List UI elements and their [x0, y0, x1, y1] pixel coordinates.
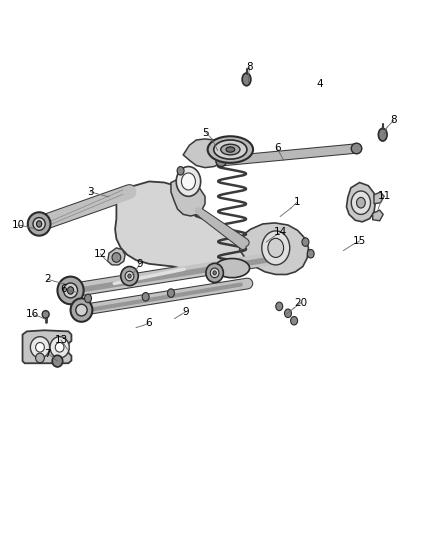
Polygon shape	[183, 139, 223, 167]
Ellipse shape	[50, 337, 69, 358]
Text: 11: 11	[378, 191, 391, 201]
Ellipse shape	[242, 73, 251, 86]
Ellipse shape	[214, 140, 247, 159]
Ellipse shape	[181, 173, 195, 190]
Polygon shape	[115, 181, 244, 273]
Ellipse shape	[226, 147, 235, 152]
Ellipse shape	[206, 263, 223, 282]
Polygon shape	[374, 192, 384, 204]
Ellipse shape	[290, 317, 297, 325]
Ellipse shape	[125, 271, 134, 281]
Ellipse shape	[28, 212, 50, 236]
Ellipse shape	[36, 221, 42, 227]
Ellipse shape	[210, 268, 219, 278]
Ellipse shape	[42, 311, 49, 318]
Text: 9: 9	[183, 306, 189, 317]
Text: 3: 3	[87, 187, 93, 197]
Text: 14: 14	[273, 228, 287, 238]
Text: 9: 9	[136, 259, 143, 269]
Text: 16: 16	[26, 309, 39, 319]
Ellipse shape	[167, 289, 174, 297]
Ellipse shape	[268, 238, 284, 257]
Ellipse shape	[221, 144, 240, 155]
Text: 10: 10	[11, 220, 25, 230]
Ellipse shape	[177, 166, 184, 175]
Text: 15: 15	[353, 236, 366, 246]
Text: 6: 6	[145, 318, 152, 328]
Ellipse shape	[307, 249, 314, 258]
Ellipse shape	[33, 217, 45, 230]
Text: 7: 7	[45, 349, 51, 359]
Ellipse shape	[213, 271, 216, 275]
Text: 8: 8	[390, 115, 397, 125]
Polygon shape	[239, 223, 308, 274]
Ellipse shape	[357, 197, 365, 208]
Ellipse shape	[351, 191, 371, 214]
Ellipse shape	[208, 136, 253, 163]
Text: 8: 8	[246, 62, 253, 72]
Ellipse shape	[176, 166, 201, 196]
Text: 4: 4	[316, 79, 323, 89]
Polygon shape	[346, 182, 375, 222]
Ellipse shape	[35, 343, 44, 352]
Polygon shape	[171, 179, 205, 216]
Text: 5: 5	[203, 127, 209, 138]
Ellipse shape	[67, 287, 74, 294]
Ellipse shape	[378, 128, 387, 141]
Ellipse shape	[71, 298, 92, 322]
Ellipse shape	[85, 294, 92, 303]
Ellipse shape	[262, 231, 290, 265]
Text: 6: 6	[61, 284, 67, 294]
Ellipse shape	[30, 337, 49, 358]
Ellipse shape	[35, 353, 44, 363]
Ellipse shape	[215, 259, 250, 278]
Ellipse shape	[112, 253, 121, 262]
Text: 13: 13	[54, 335, 67, 345]
Text: 12: 12	[94, 249, 107, 259]
Polygon shape	[22, 330, 71, 364]
Ellipse shape	[64, 283, 78, 298]
Ellipse shape	[142, 293, 149, 301]
Text: 1: 1	[294, 197, 301, 207]
Ellipse shape	[351, 143, 362, 154]
Ellipse shape	[276, 302, 283, 311]
Ellipse shape	[57, 277, 84, 304]
Ellipse shape	[216, 156, 226, 166]
Polygon shape	[373, 210, 383, 221]
Text: 6: 6	[274, 143, 280, 154]
Ellipse shape	[121, 266, 138, 286]
Ellipse shape	[52, 356, 63, 367]
Ellipse shape	[55, 343, 64, 352]
Ellipse shape	[128, 274, 131, 278]
Ellipse shape	[76, 304, 87, 316]
Ellipse shape	[285, 309, 291, 318]
Text: 20: 20	[294, 297, 307, 308]
Ellipse shape	[302, 238, 309, 246]
Text: 2: 2	[45, 274, 51, 284]
Polygon shape	[108, 248, 125, 265]
